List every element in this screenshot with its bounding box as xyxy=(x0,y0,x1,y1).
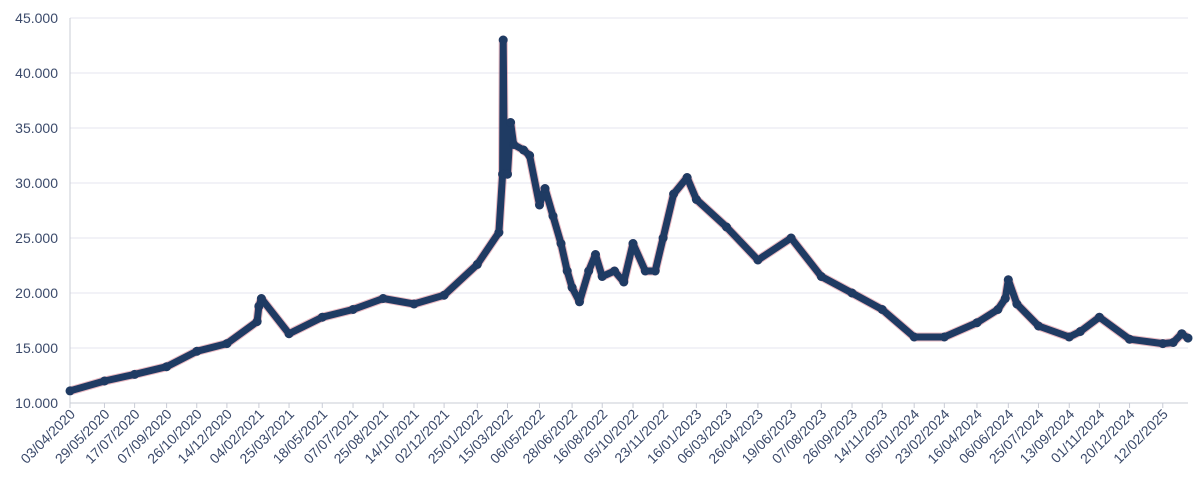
data-point[interactable] xyxy=(540,184,550,193)
data-point[interactable] xyxy=(254,301,264,311)
data-point[interactable] xyxy=(619,277,629,287)
data-point[interactable] xyxy=(498,35,508,45)
data-point[interactable] xyxy=(628,239,638,248)
data-point[interactable] xyxy=(691,195,701,204)
y-tick-label: 20.000 xyxy=(15,285,58,301)
data-point[interactable] xyxy=(409,299,419,309)
data-point[interactable] xyxy=(509,140,519,149)
data-point[interactable] xyxy=(252,317,262,327)
data-point[interactable] xyxy=(939,332,949,342)
data-point[interactable] xyxy=(847,288,857,298)
y-tick-label: 25.000 xyxy=(15,230,58,246)
data-point[interactable] xyxy=(503,169,512,179)
data-point[interactable] xyxy=(472,259,482,269)
data-point[interactable] xyxy=(650,266,660,276)
data-point[interactable] xyxy=(877,305,887,314)
data-point[interactable] xyxy=(192,346,202,356)
data-point[interactable] xyxy=(567,283,577,292)
data-point[interactable] xyxy=(1168,338,1178,347)
series xyxy=(65,35,1193,396)
series-line xyxy=(66,36,1192,395)
data-point[interactable] xyxy=(162,362,172,372)
data-point[interactable] xyxy=(525,151,535,160)
data-point[interactable] xyxy=(786,233,796,243)
data-point[interactable] xyxy=(1183,333,1193,343)
data-point[interactable] xyxy=(130,369,140,379)
y-tick-label: 40.000 xyxy=(15,65,58,81)
y-tick-label: 15.000 xyxy=(15,340,58,356)
data-point[interactable] xyxy=(909,332,919,342)
data-point[interactable] xyxy=(378,294,388,303)
data-point[interactable] xyxy=(1064,332,1074,342)
data-point[interactable] xyxy=(682,173,692,182)
data-point[interactable] xyxy=(669,189,679,199)
y-tick-label: 45.000 xyxy=(15,10,58,26)
data-point[interactable] xyxy=(439,290,449,300)
data-point[interactable] xyxy=(610,266,619,276)
data-point[interactable] xyxy=(584,266,594,276)
data-point[interactable] xyxy=(256,294,266,303)
data-point[interactable] xyxy=(816,272,826,281)
data-point[interactable] xyxy=(640,266,650,276)
data-point[interactable] xyxy=(222,339,232,349)
data-point[interactable] xyxy=(1125,334,1134,344)
data-point[interactable] xyxy=(575,297,584,307)
data-point[interactable] xyxy=(1000,294,1010,303)
y-tick-label: 10.000 xyxy=(15,395,58,411)
grid xyxy=(69,17,1188,404)
data-point[interactable] xyxy=(548,211,558,221)
data-point[interactable] xyxy=(1034,321,1043,331)
data-point[interactable] xyxy=(65,386,75,396)
y-axis: 10.000 15.000 20.000 25.000 30.000 35.000 40.0… xyxy=(15,10,58,411)
data-point[interactable] xyxy=(1094,312,1104,322)
data-point[interactable] xyxy=(1158,339,1168,349)
data-point[interactable] xyxy=(100,376,109,386)
data-point[interactable] xyxy=(348,305,358,314)
data-point[interactable] xyxy=(494,228,504,237)
data-point[interactable] xyxy=(591,250,600,259)
data-point[interactable] xyxy=(284,329,294,339)
data-point[interactable] xyxy=(562,266,572,276)
data-point[interactable] xyxy=(1012,299,1022,309)
data-point[interactable] xyxy=(519,145,528,155)
y-tick-label: 30.000 xyxy=(15,175,58,191)
data-point[interactable] xyxy=(658,233,668,243)
data-point[interactable] xyxy=(972,318,982,328)
data-point[interactable] xyxy=(317,312,327,322)
data-point[interactable] xyxy=(556,239,566,248)
data-point[interactable] xyxy=(753,255,763,265)
y-tick-label: 35.000 xyxy=(15,120,58,136)
data-point[interactable] xyxy=(722,222,731,232)
data-point[interactable] xyxy=(597,272,607,281)
x-axis: 03/04/202029/05/202017/07/202007/09/2020… xyxy=(17,403,1171,467)
data-point[interactable] xyxy=(1003,275,1013,285)
data-point[interactable] xyxy=(993,305,1003,314)
data-point[interactable] xyxy=(506,118,516,127)
data-point[interactable] xyxy=(535,200,544,210)
data-point[interactable] xyxy=(1075,327,1085,336)
